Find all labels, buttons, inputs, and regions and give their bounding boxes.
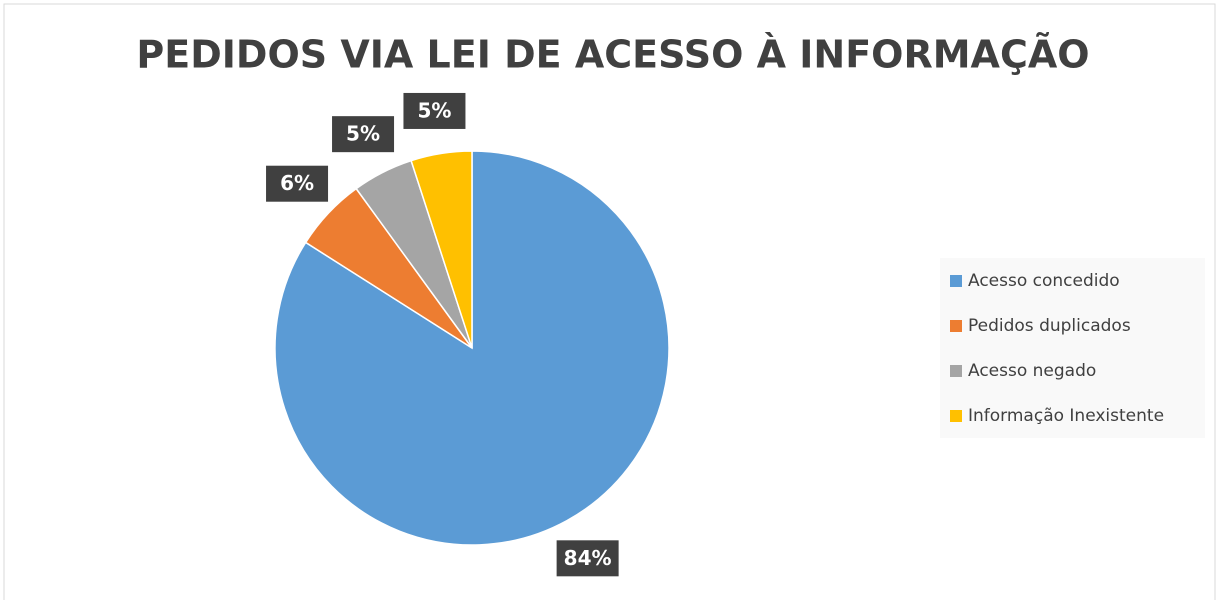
data-label: 6% <box>280 171 314 195</box>
data-label: 84% <box>564 546 612 570</box>
legend-label: Acesso concedido <box>968 271 1120 291</box>
data-label-box <box>332 116 395 153</box>
pie-slice <box>410 150 473 349</box>
legend-swatch <box>950 275 962 287</box>
legend-swatch <box>950 410 962 422</box>
chart-title: PEDIDOS VIA LEI DE ACESSO À INFORMAÇÃO <box>136 33 1089 77</box>
legend-swatch <box>950 365 962 377</box>
data-label: 5% <box>417 98 451 122</box>
data-label-box <box>266 165 329 202</box>
data-label-box <box>403 92 466 129</box>
legend-label: Informação Inexistente <box>968 406 1164 426</box>
legend-label: Pedidos duplicados <box>968 316 1131 336</box>
data-label: 5% <box>346 122 380 146</box>
legend-swatch <box>950 320 962 332</box>
data-label-box <box>556 540 619 577</box>
legend-box <box>940 258 1205 438</box>
legend-label: Acesso negado <box>968 361 1096 381</box>
